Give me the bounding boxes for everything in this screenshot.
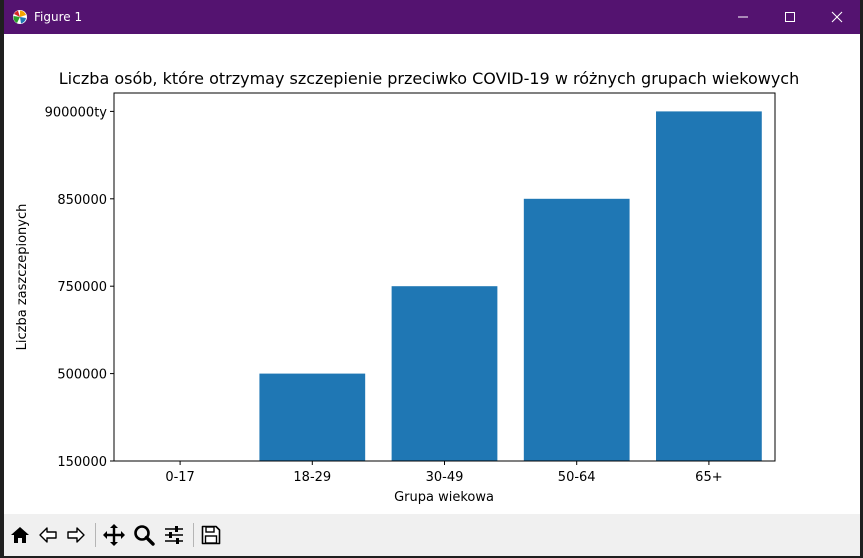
x-tick-label: 65+ (695, 470, 722, 485)
configure-subplots-button[interactable] (161, 522, 187, 548)
figure-canvas[interactable]: Liczba osób, które otrzymay szczepienie … (4, 34, 860, 514)
minimize-button[interactable] (720, 0, 766, 34)
close-button[interactable] (814, 0, 860, 34)
forward-button[interactable] (63, 522, 89, 548)
bar-30-49 (391, 286, 498, 461)
y-tick-label: 850000 (57, 193, 107, 208)
y-axis-label: Liczba zaszczepionych (15, 204, 30, 351)
minimize-icon (738, 16, 748, 18)
back-button[interactable] (35, 522, 61, 548)
zoom-icon (134, 525, 155, 546)
pan-button[interactable] (101, 522, 127, 548)
x-tick-label: 18-29 (293, 470, 331, 485)
window-title: Figure 1 (34, 10, 83, 24)
home-icon (11, 527, 29, 543)
matplotlib-icon (12, 9, 28, 25)
maximize-icon (785, 12, 795, 22)
zoom-button[interactable] (131, 522, 157, 548)
bar-50-64 (523, 198, 630, 462)
maximize-button[interactable] (767, 0, 813, 34)
navigation-toolbar (4, 514, 860, 556)
bar-18-29 (259, 373, 366, 461)
toolbar-separator (95, 523, 96, 547)
bar-65+ (656, 111, 762, 462)
save-icon (201, 525, 221, 545)
arrow-left-icon (39, 527, 57, 543)
y-tick-label: 500000 (57, 368, 107, 383)
home-button[interactable] (7, 522, 33, 548)
y-tick-label: 750000 (57, 280, 107, 295)
chart-title: Liczba osób, które otrzymay szczepienie … (59, 69, 800, 88)
y-tick-label: 900000ty (45, 105, 108, 120)
toolbar-separator (193, 523, 194, 547)
arrow-right-icon (67, 527, 85, 543)
title-bar[interactable]: Figure 1 (4, 0, 860, 34)
save-button[interactable] (198, 522, 224, 548)
y-tick-label: 150000 (57, 455, 107, 470)
sliders-icon (165, 526, 183, 544)
figure-window: Figure 1 Liczba osób, które otrzymay szc… (4, 0, 860, 556)
move-icon (103, 524, 125, 546)
x-tick-label: 0-17 (165, 470, 195, 485)
x-axis-label: Grupa wiekowa (394, 490, 494, 505)
x-tick-label: 30-49 (426, 470, 464, 485)
x-tick-label: 50-64 (558, 470, 596, 485)
close-icon (831, 11, 843, 23)
bar-chart: Liczba osób, które otrzymay szczepienie … (15, 69, 800, 505)
